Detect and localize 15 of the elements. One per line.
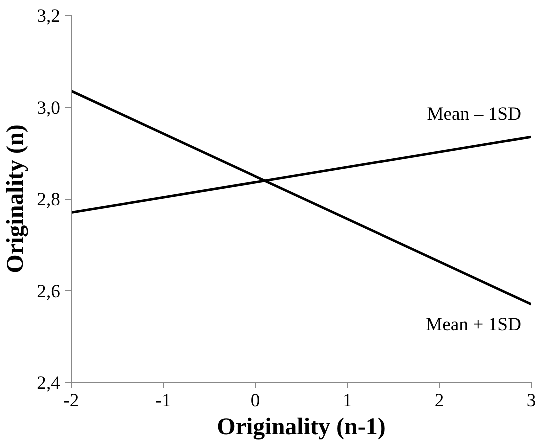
y-tick-label: 2,8 bbox=[37, 190, 61, 210]
x-tick-label: 1 bbox=[342, 390, 352, 412]
y-tick-label: 2,4 bbox=[37, 373, 62, 394]
x-tick-label: -1 bbox=[156, 390, 172, 412]
series-label: Mean – 1SD bbox=[427, 104, 522, 126]
y-axis-title: Originality (n) bbox=[3, 124, 30, 274]
x-tick-label: 0 bbox=[250, 390, 260, 412]
series-label: Mean + 1SD bbox=[426, 314, 522, 336]
y-tick-label: 2,6 bbox=[37, 281, 61, 302]
x-tick-label: 2 bbox=[434, 390, 444, 412]
x-tick-label: 3 bbox=[526, 390, 536, 412]
y-tick-label: 3,0 bbox=[37, 98, 61, 119]
y-tick-label: 3,2 bbox=[37, 6, 61, 27]
x-axis-title: Originality (n-1) bbox=[217, 414, 386, 440]
x-tick-label: -2 bbox=[64, 390, 80, 412]
